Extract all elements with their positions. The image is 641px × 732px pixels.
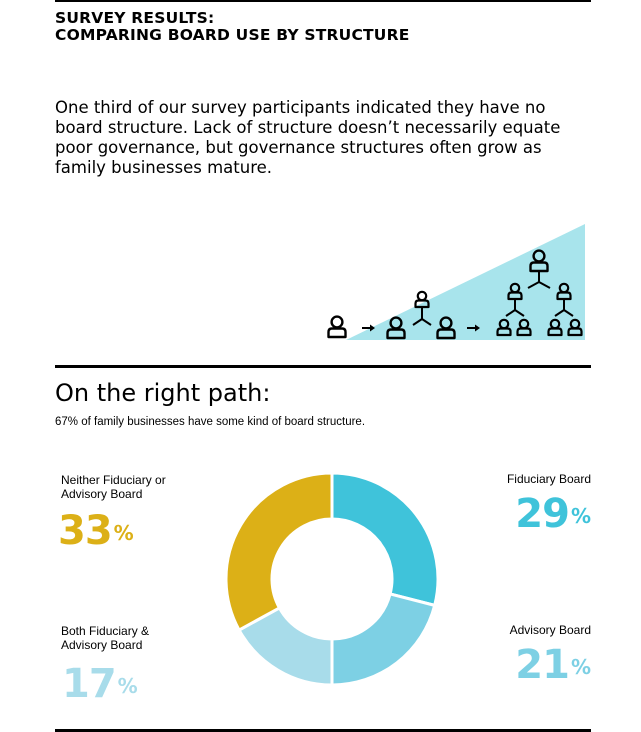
label-advisory-text: Advisory Board — [509, 623, 591, 637]
slice-neither — [225, 472, 334, 633]
section-title: On the right path: — [55, 379, 271, 407]
large-board-icon — [496, 249, 583, 337]
top-rule — [55, 0, 591, 2]
label-both-text: Both Fiduciary & Advisory Board — [61, 624, 150, 652]
title-line-1: SURVEY RESULTS: — [55, 9, 215, 27]
intro-paragraph: One third of our survey participants ind… — [55, 98, 561, 177]
percent-fiduciary-unit: % — [570, 504, 591, 528]
label-fiduciary: Fiduciary Board — [507, 472, 591, 486]
percent-advisory-unit: % — [570, 655, 591, 679]
label-neither: Neither Fiduciary or Advisory Board — [61, 473, 181, 501]
percent-both-value: 17 — [62, 661, 117, 707]
slice-fiduciary — [330, 472, 439, 608]
section-subtitle: 67% of family businesses have some kind … — [55, 416, 366, 428]
percent-neither: 33% — [58, 510, 134, 552]
label-neither-text: Neither Fiduciary or Advisory Board — [61, 473, 166, 501]
title-line-2: COMPARING BOARD USE BY STRUCTURE — [55, 26, 410, 44]
percent-both: 17% — [62, 663, 138, 705]
label-both: Both Fiduciary & Advisory Board — [61, 624, 166, 652]
percent-both-unit: % — [117, 674, 138, 698]
percent-fiduciary-value: 29 — [515, 491, 570, 537]
percent-neither-value: 33 — [58, 508, 113, 554]
arrow-right-icon — [467, 324, 480, 332]
bottom-rule — [55, 729, 591, 732]
arrow-right-icon — [362, 324, 375, 332]
board-growth-illustration — [327, 224, 585, 340]
slice-advisory — [330, 592, 437, 686]
growth-ramp — [346, 224, 585, 340]
percent-fiduciary: 29% — [515, 493, 591, 535]
percent-neither-unit: % — [113, 521, 134, 545]
label-fiduciary-text: Fiduciary Board — [506, 472, 591, 486]
percent-advisory: 21% — [515, 644, 591, 686]
person-icon — [327, 315, 347, 339]
board-structure-donut-chart — [225, 472, 439, 686]
section-rule — [55, 365, 591, 368]
label-advisory: Advisory Board — [510, 623, 591, 637]
small-board-icon — [386, 290, 456, 340]
page-title: SURVEY RESULTS: COMPARING BOARD USE BY S… — [55, 10, 410, 44]
percent-advisory-value: 21 — [515, 642, 570, 688]
